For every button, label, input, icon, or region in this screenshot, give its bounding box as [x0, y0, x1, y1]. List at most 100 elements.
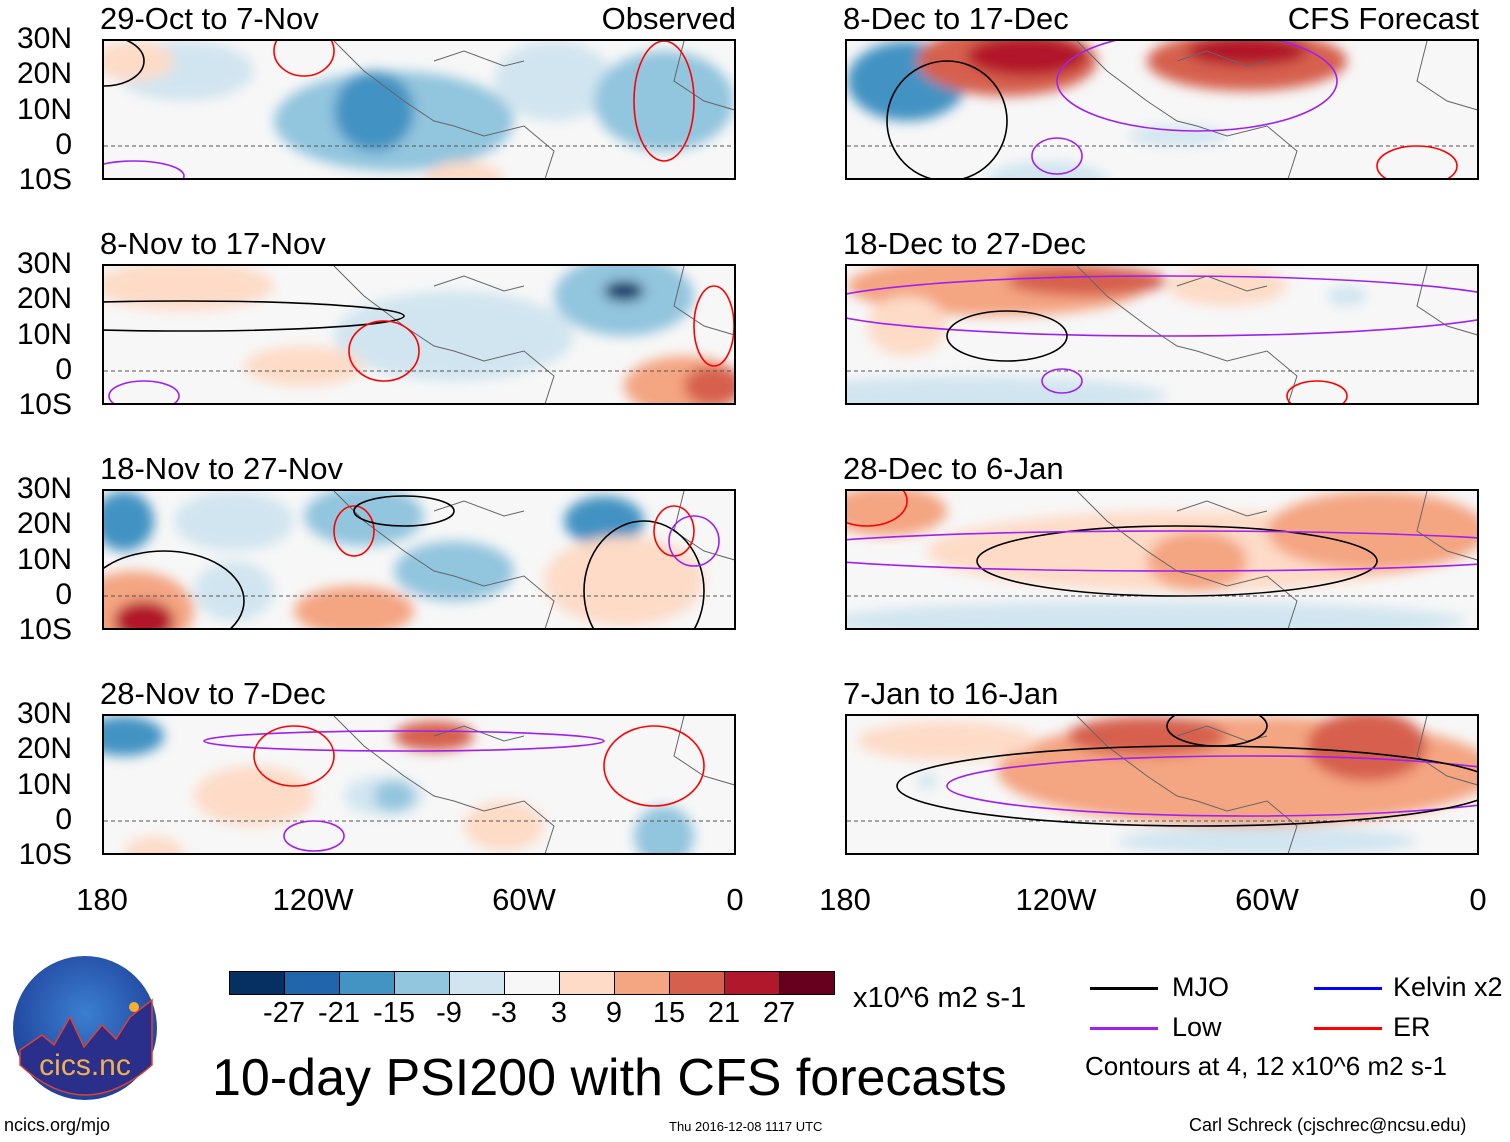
- lat-label: 0: [55, 127, 72, 161]
- lat-label: 20N: [16, 57, 72, 91]
- map-panel: [102, 714, 736, 855]
- map-panel: [845, 714, 1479, 855]
- lon-label: 120W: [272, 882, 354, 917]
- anomaly-region: [104, 266, 274, 311]
- lat-label: 10S: [18, 163, 72, 196]
- anomaly-region: [1187, 41, 1307, 66]
- anomaly-region: [1117, 826, 1417, 853]
- anomaly-region: [1267, 491, 1477, 571]
- coastline: [333, 41, 734, 178]
- colorbar-units: x10^6 m2 s-1: [853, 982, 1027, 1014]
- legend-mjo-label: MJO: [1172, 972, 1229, 1002]
- lat-label: 30N: [16, 472, 72, 505]
- wave-contour: [253, 725, 335, 787]
- footer-credit: Carl Schreck (cjschrec@ncsu.edu): [1189, 1115, 1467, 1135]
- wave-contour: [104, 550, 245, 628]
- anomaly-region: [604, 281, 644, 301]
- colorbar-label: 9: [605, 997, 623, 1029]
- map-panel: [102, 489, 736, 630]
- contour-note: Contours at 4, 12 x10^6 m2 s-1: [1085, 1051, 1447, 1081]
- wave-contour: [1286, 380, 1348, 403]
- anomaly-region: [194, 561, 274, 621]
- anomaly-region: [1307, 716, 1427, 781]
- panel-title: 8-Dec to 17-Dec: [843, 1, 1069, 36]
- wave-contour: [976, 525, 1378, 597]
- colorbar-label: -27: [263, 997, 305, 1029]
- wave-contour: [896, 745, 1477, 827]
- wave-contour: [1166, 716, 1268, 747]
- legend-kelvin-line: [1314, 987, 1382, 990]
- legend-mjo-line: [1090, 987, 1158, 990]
- map-panel: [102, 264, 736, 405]
- lon-label: 60W: [492, 882, 556, 917]
- colorbar-label: 15: [652, 997, 686, 1029]
- colorbar: [229, 971, 835, 995]
- panel-title: 7-Jan to 16-Jan: [843, 676, 1059, 711]
- wave-contour: [603, 725, 705, 807]
- footer-url[interactable]: ncics.org/mjo: [4, 1115, 111, 1135]
- wave-contour: [1056, 41, 1338, 132]
- anomaly-region: [1127, 126, 1227, 146]
- map-panel: [102, 39, 736, 180]
- wave-contour: [946, 755, 1477, 817]
- lat-label: 0: [55, 802, 72, 836]
- lat-label: 0: [55, 577, 72, 611]
- lat-label: 10S: [18, 388, 72, 421]
- anomaly-region: [684, 366, 734, 403]
- panel-title: 18-Dec to 27-Dec: [843, 226, 1086, 261]
- wave-contour: [633, 41, 695, 162]
- anomaly-region: [124, 836, 184, 853]
- anomaly-region: [594, 51, 734, 151]
- lat-label: 30N: [16, 247, 72, 280]
- anomaly-region: [857, 721, 1037, 761]
- colorbar-label: -21: [318, 997, 360, 1029]
- wave-contour: [583, 520, 705, 628]
- colorbar-swatch: [340, 972, 395, 994]
- lat-label: 10S: [18, 613, 72, 646]
- panel-title: 29-Oct to 7-Nov: [100, 1, 319, 36]
- wave-contour: [333, 505, 375, 557]
- lat-label: 10N: [16, 767, 72, 801]
- lat-label: 20N: [16, 282, 72, 316]
- anomaly-region: [394, 541, 514, 601]
- anomaly-region: [334, 291, 574, 381]
- lon-label: 0: [726, 882, 744, 917]
- wave-contour: [108, 380, 180, 403]
- wave-contour: [353, 495, 455, 527]
- map-panel: [845, 489, 1479, 630]
- legend-low-line: [1090, 1027, 1158, 1030]
- anomaly-region: [1067, 716, 1227, 756]
- anomaly-region: [917, 773, 937, 789]
- lat-label: 30N: [16, 697, 72, 730]
- lat-label: 10S: [18, 838, 72, 871]
- svg-text:cics.nc: cics.nc: [39, 1049, 131, 1082]
- colorbar-label: 21: [707, 997, 741, 1029]
- anomaly-region: [114, 601, 174, 628]
- lat-label: 10N: [16, 317, 72, 351]
- colorbar-swatch: [450, 972, 505, 994]
- colorbar-swatch: [230, 972, 285, 994]
- colorbar-swatch: [505, 972, 560, 994]
- wave-contour: [847, 491, 908, 527]
- wave-contour: [847, 530, 1477, 572]
- wave-contour: [104, 300, 405, 332]
- anomaly-region: [104, 491, 154, 551]
- lat-label: 10N: [16, 542, 72, 576]
- colorbar-swatch: [780, 972, 834, 994]
- colorbar-label: -3: [491, 997, 517, 1029]
- lon-label: 120W: [1015, 882, 1097, 917]
- anomaly-region: [544, 536, 704, 626]
- panel-source-label: CFS Forecast: [1287, 1, 1479, 36]
- cics-logo: cics.nc: [13, 956, 157, 1100]
- wave-contour: [283, 820, 345, 852]
- panel-title: 28-Nov to 7-Dec: [100, 676, 326, 711]
- colorbar-label: 27: [762, 997, 796, 1029]
- anomaly-region: [1327, 286, 1367, 306]
- colorbar-swatch: [615, 972, 670, 994]
- wave-contour: [104, 160, 185, 178]
- anomaly-region: [847, 491, 947, 536]
- legend-kelvin-label: Kelvin x2: [1393, 972, 1503, 1002]
- anomaly-region: [1147, 531, 1247, 591]
- anomaly-region: [987, 161, 1107, 178]
- legend-low-label: Low: [1172, 1012, 1222, 1042]
